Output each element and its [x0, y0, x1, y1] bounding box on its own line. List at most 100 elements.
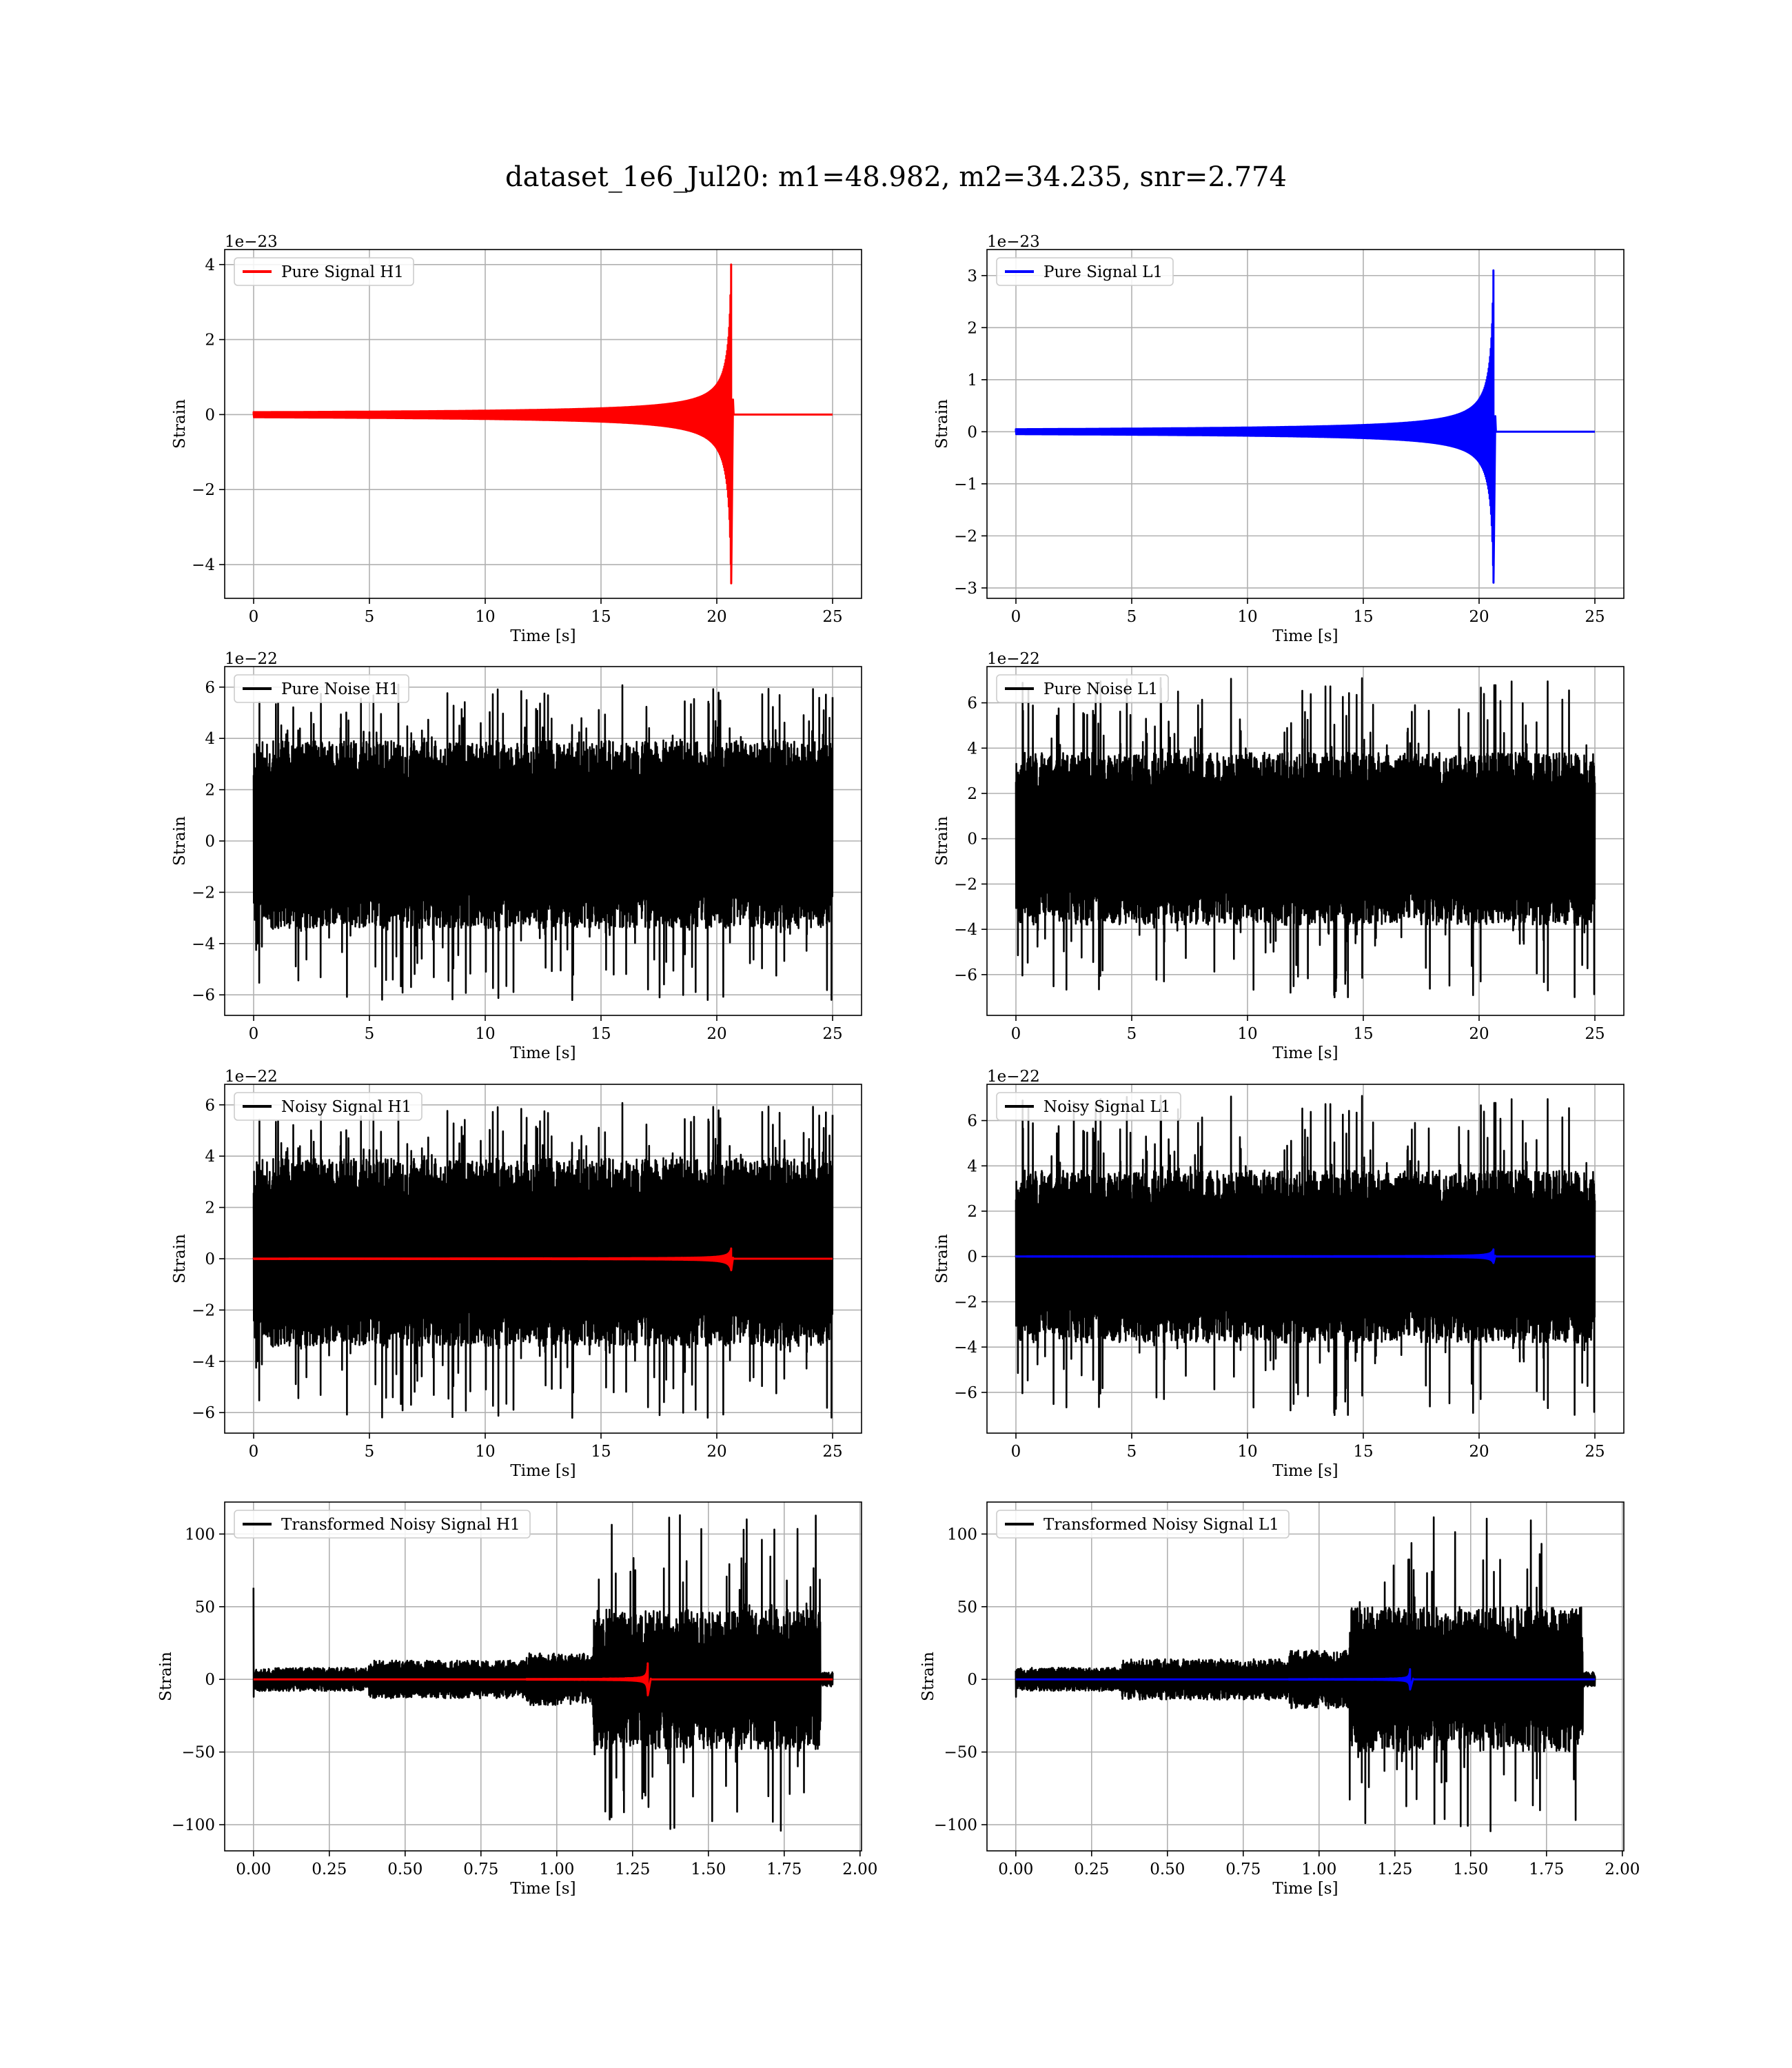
y-tick-label: 4	[205, 1148, 215, 1166]
noisy-signal-h1-ylabel: Strain	[171, 1234, 189, 1284]
x-tick-label: 10	[475, 1025, 495, 1043]
pure-signal-l1-plot-area	[1015, 269, 1595, 584]
y-tick-label: −4	[954, 921, 977, 939]
figure-title: dataset_1e6_Jul20: m1=48.982, m2=34.235,…	[505, 161, 1287, 193]
x-tick-label: 1.00	[1301, 1861, 1336, 1878]
pure-noise-l1-frame	[986, 666, 1625, 1016]
noisy-signal-l1-offset-multiplier: 1e−22	[987, 1068, 1040, 1086]
pure-signal-h1-xlabel: Time [s]	[510, 627, 576, 645]
x-tick-label: 15	[1353, 1443, 1373, 1461]
x-tick-label: 25	[1585, 1025, 1605, 1043]
x-tick-label: 20	[706, 1443, 726, 1461]
y-tick-label: −2	[192, 884, 215, 902]
noisy-signal-h1-offset-multiplier: 1e−22	[225, 1068, 278, 1086]
legend-frame	[996, 1092, 1181, 1121]
x-tick-label: 0.50	[387, 1861, 422, 1878]
x-tick-label: 1.75	[766, 1861, 802, 1878]
transformed-noisy-signal-h1-xlabel: Time [s]	[510, 1880, 576, 1898]
pure-signal-l1-xlabel: Time [s]	[1272, 627, 1338, 645]
y-tick-label: 2	[205, 1199, 215, 1217]
noisy-signal-h1-axes: 0 5 10 15 20 25 −6 −4 −2 0 2 4 6 Time [s] Strain 1e−22N…	[171, 1068, 862, 1480]
y-tick-label: 1	[967, 372, 977, 389]
y-tick-label: 50	[957, 1599, 977, 1616]
series-line-pure-noise-h1	[252, 683, 834, 1001]
x-tick-label: 15	[591, 608, 611, 626]
legend-label: Transformed Noisy Signal L1	[1043, 1516, 1279, 1534]
legend-label: Pure Signal L1	[1043, 263, 1163, 281]
noisy-signal-l1-axes: 0 5 10 15 20 25 −6 −4 −2 0 2 4 6 Time [s] Strain 1e−22N…	[933, 1068, 1625, 1480]
legend-frame	[996, 257, 1174, 286]
transformed-noisy-signal-h1-axes: 0.00 0.25 0.50 0.75 1.00 1.25 1.50 1.75 2.00 −100…	[157, 1501, 877, 1898]
pure-signal-h1-ylabel: Strain	[171, 399, 189, 449]
series-line-transformed-noisy-signal-l1-overlay-1	[1015, 1668, 1596, 1691]
y-tick-label: 0	[967, 831, 977, 849]
x-tick-label: 15	[1353, 1025, 1373, 1043]
x-tick-label: 20	[1469, 1025, 1489, 1043]
x-tick-label: 1.00	[539, 1861, 574, 1878]
y-tick-label: 100	[947, 1525, 977, 1543]
legend-frame	[234, 1510, 531, 1539]
x-tick-label: 25	[822, 1443, 842, 1461]
y-tick-label: 2	[967, 1203, 977, 1221]
noisy-signal-h1-legend: Noisy Signal H1	[234, 1092, 422, 1121]
y-tick-label: 0	[205, 833, 215, 851]
x-tick-label: 0.50	[1150, 1861, 1185, 1878]
y-tick-label: 6	[967, 1113, 977, 1131]
y-tick-label: 2	[967, 319, 977, 337]
y-tick-label: 4	[967, 740, 977, 758]
y-tick-label: −6	[192, 1404, 215, 1422]
pure-noise-l1-xlabel: Time [s]	[1272, 1044, 1338, 1062]
pure-noise-l1-plot-area	[1015, 677, 1596, 998]
x-tick-label: 0	[1011, 1025, 1021, 1043]
pure-signal-h1-legend: Pure Signal H1	[234, 257, 414, 286]
pure-noise-h1-offset-multiplier: 1e−22	[225, 650, 278, 668]
x-tick-label: 0.75	[1225, 1861, 1261, 1878]
x-tick-label: 5	[1127, 1025, 1137, 1043]
pure-signal-h1-axes: 0 5 10 15 20 25 −4 −2 0 2 4 Time [s] Strain 1e−23Pure…	[171, 233, 862, 645]
y-tick-label: 6	[205, 679, 215, 697]
x-tick-label: 10	[1237, 608, 1257, 626]
x-tick-label: 15	[591, 1025, 611, 1043]
x-tick-label: 0.25	[312, 1861, 347, 1878]
y-tick-label: 3	[967, 267, 977, 285]
y-tick-label: −6	[192, 986, 215, 1004]
legend-label: Pure Signal H1	[281, 263, 404, 281]
pure-noise-l1-axes: 0 5 10 15 20 25 −6 −4 −2 0 2 4 6 Time [s] Strain 1e−22P…	[933, 650, 1625, 1062]
legend-frame	[234, 674, 409, 703]
x-tick-label: 20	[706, 608, 726, 626]
series-line-transformed-noisy-signal-l1	[1015, 1516, 1596, 1832]
x-tick-label: 10	[475, 608, 495, 626]
y-tick-label: 0	[205, 406, 215, 424]
y-tick-label: 4	[967, 1157, 977, 1175]
x-tick-label: 10	[475, 1443, 495, 1461]
transformed-noisy-signal-l1-frame	[986, 1501, 1625, 1852]
transformed-noisy-signal-h1-plot-area	[252, 1514, 834, 1832]
x-tick-label: 25	[1585, 1443, 1605, 1461]
y-tick-label: 0	[967, 1671, 977, 1689]
y-tick-label: −4	[192, 556, 215, 574]
noisy-signal-l1-ylabel: Strain	[933, 1234, 951, 1284]
pure-signal-h1-plot-area	[252, 263, 833, 585]
x-tick-label: 2.00	[842, 1861, 877, 1878]
pure-noise-h1-xlabel: Time [s]	[510, 1044, 576, 1062]
pure-noise-h1-ylabel: Strain	[171, 816, 189, 866]
x-tick-label: 1.25	[615, 1861, 650, 1878]
x-tick-label: 25	[1585, 608, 1605, 626]
pure-noise-h1-legend: Pure Noise H1	[234, 674, 409, 703]
x-tick-label: 1.50	[1453, 1861, 1488, 1878]
pure-signal-l1-offset-multiplier: 1e−23	[987, 233, 1040, 251]
noisy-signal-l1-plot-area	[1015, 1095, 1596, 1416]
x-tick-label: 0	[1011, 1443, 1021, 1461]
y-tick-label: −2	[192, 1301, 215, 1319]
x-tick-label: 1.25	[1377, 1861, 1412, 1878]
x-tick-label: 25	[822, 608, 842, 626]
pure-noise-h1-plot-area	[252, 683, 834, 1001]
y-tick-label: 2	[205, 782, 215, 800]
legend-frame	[996, 674, 1169, 703]
pure-noise-l1-offset-multiplier: 1e−22	[987, 650, 1040, 668]
series-line-transformed-noisy-signal-h1-overlay-1	[253, 1662, 833, 1696]
series-line-pure-noise-l1	[1015, 677, 1596, 998]
legend-frame	[996, 1510, 1290, 1539]
y-tick-label: −6	[954, 966, 977, 984]
